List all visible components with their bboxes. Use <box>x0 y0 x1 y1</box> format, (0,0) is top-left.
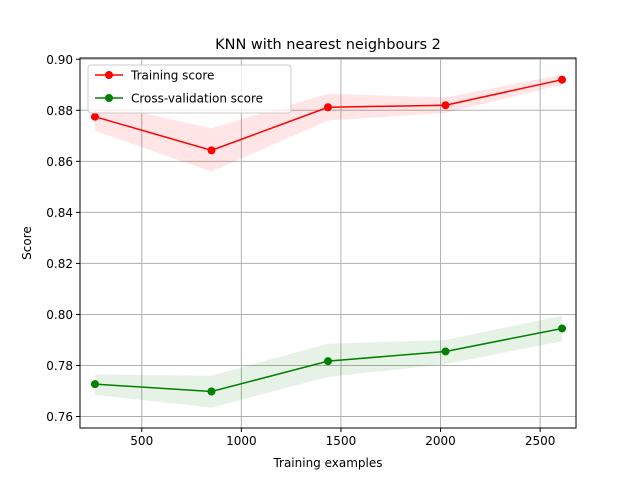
x-axis-ticks: 500 1000 1500 2000 2500 <box>130 428 555 448</box>
y-tick-label: 0.82 <box>46 257 73 271</box>
legend-marker-training <box>105 71 113 79</box>
x-tick-label: 2000 <box>425 434 456 448</box>
cv-data-point <box>90 380 99 389</box>
x-tick-label: 1000 <box>226 434 257 448</box>
y-axis-ticks: 0.76 0.78 0.80 0.82 0.84 0.86 0.88 0.90 <box>46 53 80 424</box>
legend: Training score Cross-validation score <box>87 64 292 114</box>
training-data-point <box>207 146 216 155</box>
y-tick-label: 0.78 <box>46 359 73 373</box>
cv-data-point <box>558 324 567 333</box>
series-markers <box>90 75 567 396</box>
legend-label-training: Training score <box>130 69 214 83</box>
y-tick-label: 0.86 <box>46 155 73 169</box>
plot-frame <box>79 57 577 429</box>
training-data-point <box>324 103 332 112</box>
grid-lines <box>80 58 576 428</box>
y-axis-title: Score <box>20 226 34 260</box>
y-tick-label: 0.76 <box>46 410 73 424</box>
y-tick-label: 0.88 <box>46 104 73 118</box>
legend-label-cv: Cross-validation score <box>131 92 263 106</box>
training-data-point <box>558 75 567 84</box>
y-tick-label: 0.90 <box>46 53 73 67</box>
chart-title: KNN with nearest neighbours 2 <box>215 37 441 53</box>
x-tick-label: 500 <box>130 434 153 448</box>
cv-data-point <box>207 387 216 396</box>
cv-data-point <box>324 357 332 366</box>
x-axis-title: Training examples <box>272 456 382 470</box>
legend-box <box>87 64 292 114</box>
y-tick-label: 0.84 <box>46 206 73 220</box>
x-tick-label: 1500 <box>326 434 357 448</box>
legend-marker-cv <box>105 94 113 102</box>
training-data-point <box>441 101 450 110</box>
y-tick-label: 0.80 <box>46 308 73 322</box>
training-data-point <box>90 112 99 121</box>
cv-data-point <box>441 347 450 356</box>
x-tick-label: 2500 <box>525 434 556 448</box>
